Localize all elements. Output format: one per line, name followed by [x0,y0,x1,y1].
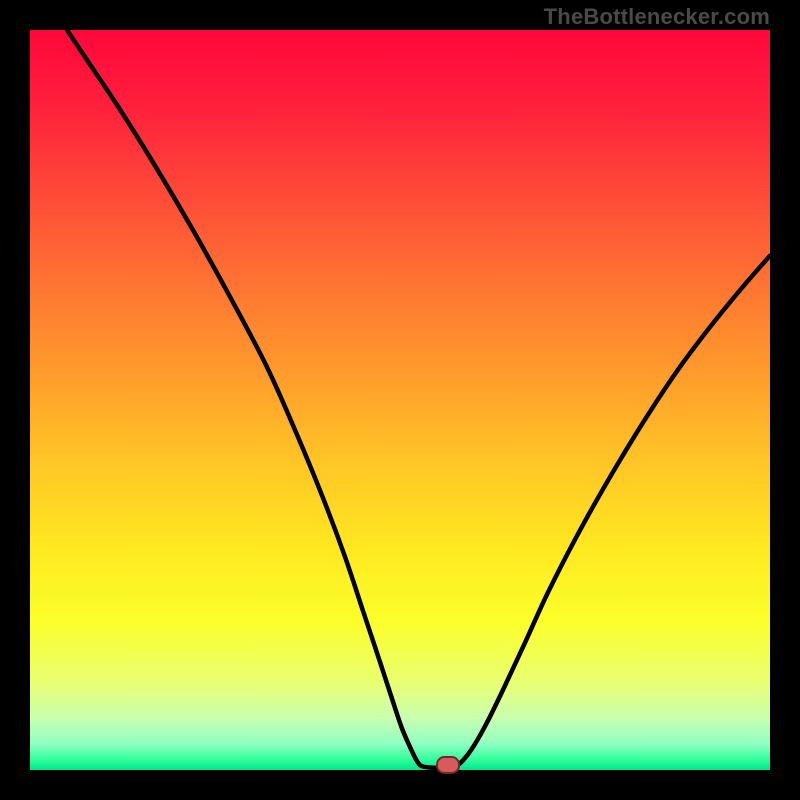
bottleneck-curve-layer [0,0,800,800]
optimal-point-marker [436,756,460,774]
bottleneck-v-curve [67,30,770,768]
watermark-text: TheBottlenecker.com [544,4,770,30]
